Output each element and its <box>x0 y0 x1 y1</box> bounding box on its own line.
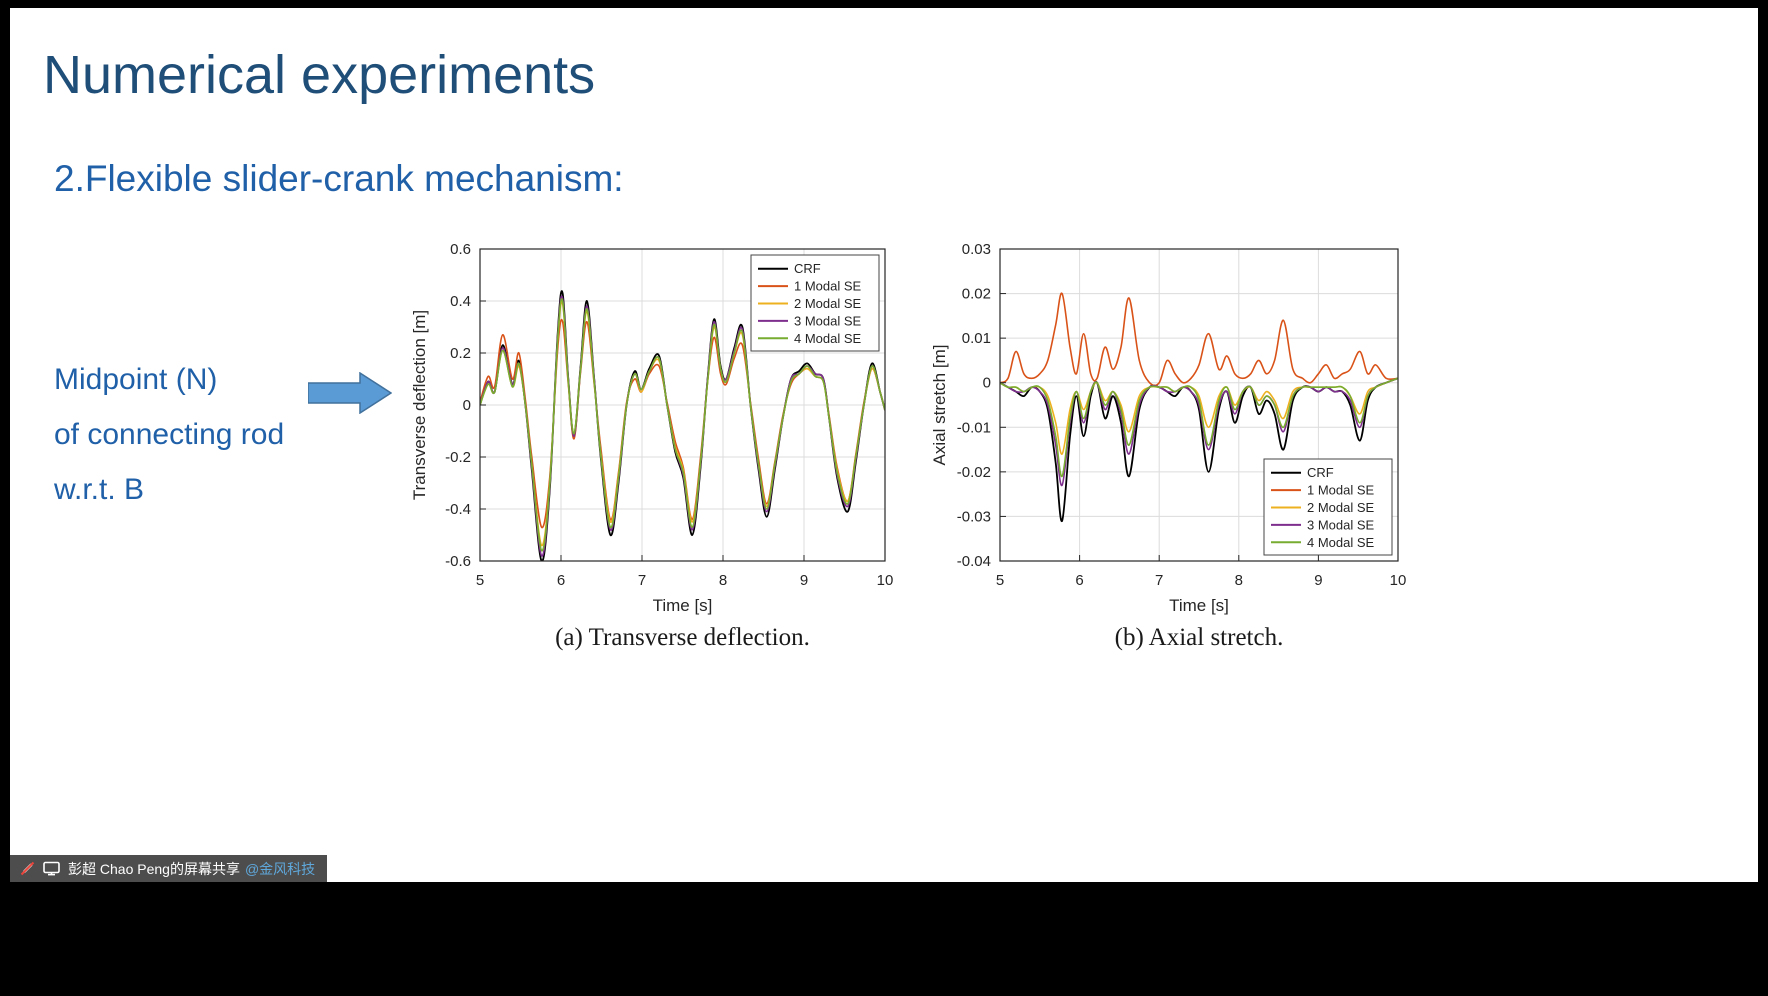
slide-title: Numerical experiments <box>43 45 596 105</box>
svg-text:0.03: 0.03 <box>962 241 991 258</box>
slide-subtitle: 2.Flexible slider-crank mechanism: <box>54 158 624 199</box>
svg-text:3 Modal SE: 3 Modal SE <box>1307 517 1375 532</box>
svg-text:6: 6 <box>1075 572 1083 589</box>
svg-text:0.01: 0.01 <box>962 330 991 347</box>
svg-text:0: 0 <box>983 375 991 392</box>
svg-text:CRF: CRF <box>794 261 821 276</box>
slide: Numerical experiments 2.Flexible slider-… <box>10 8 1758 882</box>
annotation-disabled-icon <box>19 860 36 877</box>
chart-transverse-deflection: 5 6 7 8 9 10 -0.6 -0.4 -0.2 0 0.2 0.4 0.6 Time [s] Tra… <box>410 240 910 618</box>
caption-transverse-deflection: (a) Transverse deflection. <box>555 624 810 651</box>
svg-text:-0.2: -0.2 <box>445 449 471 466</box>
svg-text:0: 0 <box>463 397 471 414</box>
svg-text:0.4: 0.4 <box>450 293 471 310</box>
share-bar-text: 彭超 Chao Peng的屏幕共享 <box>68 860 240 877</box>
svg-text:7: 7 <box>1155 572 1163 589</box>
svg-text:Time [s]: Time [s] <box>1169 596 1229 615</box>
svg-text:5: 5 <box>996 572 1004 589</box>
svg-text:0.2: 0.2 <box>450 345 471 362</box>
annotation-text: Midpoint (N) of connecting rod w.r.t. B <box>54 352 284 517</box>
transverse-deflection-plot: 5 6 7 8 9 10 -0.6 -0.4 -0.2 0 0.2 0.4 0.6 Time [s] Tra… <box>410 241 894 615</box>
svg-text:-0.03: -0.03 <box>957 508 991 525</box>
svg-text:0.6: 0.6 <box>450 241 471 258</box>
svg-text:-0.02: -0.02 <box>957 464 991 481</box>
svg-text:-0.6: -0.6 <box>445 553 471 570</box>
svg-text:3 Modal SE: 3 Modal SE <box>794 313 862 328</box>
chart-axial-stretch: 5 6 7 8 9 10 -0.04 -0.03 -0.02 -0.01 0 0.01 0.02 0.03… <box>930 240 1430 618</box>
svg-text:Transverse deflection [m]: Transverse deflection [m] <box>410 310 429 500</box>
right-arrow-icon <box>308 372 392 414</box>
svg-text:2 Modal SE: 2 Modal SE <box>1307 500 1375 515</box>
svg-text:-0.04: -0.04 <box>957 553 991 570</box>
share-bar-mention[interactable]: @金风科技 <box>244 860 316 877</box>
axial-stretch-plot: 5 6 7 8 9 10 -0.04 -0.03 -0.02 -0.01 0 0.01 0.02 0.03… <box>930 241 1407 615</box>
svg-text:10: 10 <box>877 572 894 589</box>
svg-text:-0.01: -0.01 <box>957 419 991 436</box>
svg-text:Axial stretch [m]: Axial stretch [m] <box>930 345 949 466</box>
annotation-line: Midpoint (N) <box>54 363 218 396</box>
svg-text:-0.4: -0.4 <box>445 501 471 518</box>
svg-text:9: 9 <box>800 572 808 589</box>
svg-text:9: 9 <box>1314 572 1322 589</box>
annotation-line: of connecting rod <box>54 418 285 451</box>
svg-text:0.02: 0.02 <box>962 286 991 303</box>
svg-text:5: 5 <box>476 572 484 589</box>
svg-text:4 Modal SE: 4 Modal SE <box>794 331 862 346</box>
svg-text:10: 10 <box>1390 572 1407 589</box>
svg-text:7: 7 <box>638 572 646 589</box>
caption-axial-stretch: (b) Axial stretch. <box>1114 624 1284 651</box>
svg-text:1 Modal SE: 1 Modal SE <box>1307 483 1375 498</box>
svg-text:8: 8 <box>1235 572 1243 589</box>
annotation-line: w.r.t. B <box>54 473 145 506</box>
svg-text:1 Modal SE: 1 Modal SE <box>794 279 862 294</box>
svg-text:4 Modal SE: 4 Modal SE <box>1307 535 1375 550</box>
svg-text:6: 6 <box>557 572 565 589</box>
screen-icon <box>43 861 61 876</box>
svg-text:Time [s]: Time [s] <box>653 596 713 615</box>
svg-text:2 Modal SE: 2 Modal SE <box>794 296 862 311</box>
svg-text:CRF: CRF <box>1307 465 1334 480</box>
svg-text:8: 8 <box>719 572 727 589</box>
screen-share-bar[interactable]: 彭超 Chao Peng的屏幕共享 @金风科技 <box>10 855 328 882</box>
